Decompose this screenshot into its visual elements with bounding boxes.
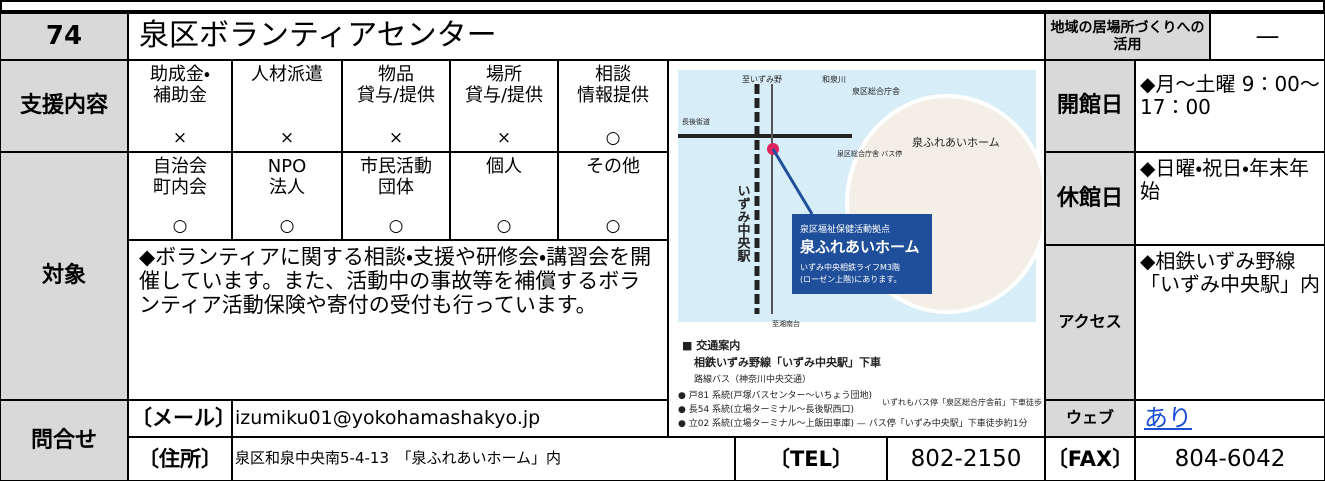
- item-mark: ○: [605, 216, 621, 237]
- map-label: 泉ふれあいホーム: [912, 135, 1000, 149]
- support-item: 助成金・ 補助金 ×: [128, 60, 232, 152]
- tel-label: 〔TEL〕: [735, 437, 887, 481]
- web-link[interactable]: あり: [1144, 403, 1192, 432]
- closed-value: ◆日曜・祝日・年末年始: [1135, 152, 1325, 245]
- item-mark: ×: [279, 128, 295, 149]
- callout: [791, 213, 932, 294]
- map-label: 泉区福祉保健活動拠点: [800, 223, 890, 235]
- usage-value: —: [1210, 10, 1325, 60]
- pointer: [771, 147, 813, 215]
- item-name: NPO 法人: [267, 156, 307, 198]
- item-name: 物品 貸与/提供: [356, 64, 436, 106]
- target-item: その他 ○: [558, 152, 668, 240]
- support-item: 物品 貸与/提供 ×: [342, 60, 450, 152]
- map-label: 和泉川: [822, 74, 846, 84]
- support-label: 支援内容: [0, 60, 128, 152]
- entry-number: 74: [0, 10, 128, 60]
- target-label: 対象: [0, 152, 128, 400]
- support-item: 相談 情報提供 ○: [558, 60, 668, 152]
- item-mark: ×: [388, 128, 404, 149]
- access-label: アクセス: [1045, 245, 1135, 400]
- support-item: 場所 貸与/提供 ×: [450, 60, 558, 152]
- map-label: いずみ中央相鉄ライフM3階: [800, 262, 900, 272]
- mail: izumiku01@yokohamashakyo.jp: [232, 400, 668, 437]
- web-label: ウェブ: [1045, 400, 1135, 437]
- target-item: 自治会 町内会 ○: [128, 152, 232, 240]
- map-label: 至いずみ野: [742, 74, 782, 84]
- map-label: 泉区総合庁舎: [852, 86, 900, 96]
- open-label: 開館日: [1045, 60, 1135, 152]
- item-mark: ×: [172, 128, 188, 149]
- contact-label: 問合せ: [0, 400, 128, 481]
- item-name: 人材派遣: [251, 64, 323, 85]
- map-frame: 至いずみ野 和泉川 泉区総合庁舎長後街道いずみ中央駅 泉区総合庁舎 バス停至湘南台 泉区…: [668, 60, 1045, 437]
- item-mark: ○: [172, 216, 188, 237]
- map-label: ● 長54 系統(立場ターミナル〜長後駅西口): [678, 403, 854, 415]
- map-label: 泉ふれあいホーム: [799, 238, 920, 256]
- item-mark: ○: [496, 216, 512, 237]
- item-mark: ○: [388, 216, 404, 237]
- map-label: 長後街道: [682, 117, 710, 126]
- map-label: ● 立02 系統(立場ターミナル〜上飯田車庫) — バス停「いずみ中央駅」下車徒…: [678, 417, 1028, 429]
- address: 泉区和泉中央南5-4-13 「泉ふれあいホーム」内: [232, 437, 735, 481]
- map-label: いずれもバス停「泉区総合庁舎前」下車徒歩約3分: [882, 397, 1042, 407]
- item-name: 場所 貸与/提供: [464, 64, 544, 106]
- open-value: ◆月〜土曜 9：00〜17：00: [1135, 60, 1325, 152]
- map-label: (ローゼン上階)にあります。: [800, 274, 901, 284]
- item-name: 自治会 町内会: [153, 156, 207, 198]
- item-name: 市民活動 団体: [360, 156, 432, 198]
- usage-label: 地域の居場所づくりへの活用: [1045, 10, 1210, 60]
- fax: 804-6042: [1135, 437, 1325, 481]
- map-label: 泉区総合庁舎 バス停: [837, 149, 902, 158]
- map-label: ■ 交通案内: [682, 338, 740, 352]
- item-mark: ×: [496, 128, 512, 149]
- target-item: 市民活動 団体 ○: [342, 152, 450, 240]
- fax-label: 〔FAX〕: [1045, 437, 1135, 481]
- access-value: ◆相鉄いずみ野線「いずみ中央駅」内: [1135, 245, 1325, 400]
- item-name: 個人: [486, 156, 522, 177]
- web-cell: あり: [1135, 400, 1325, 437]
- map-label: 路線バス（神奈川中央交通）: [694, 373, 811, 385]
- closed-label: 休館日: [1045, 152, 1135, 245]
- title: 泉区ボランティアセンター: [128, 10, 1045, 60]
- target-item: NPO 法人 ○: [232, 152, 342, 240]
- item-mark: ○: [605, 128, 621, 149]
- description: ◆ボランティアに関する相談・支援や研修会・講習会を開催しています。また、活動中の…: [128, 240, 668, 400]
- target-item: 個人 ○: [450, 152, 558, 240]
- map-label: いずみ中央駅: [734, 184, 751, 263]
- item-mark: ○: [279, 216, 295, 237]
- tel: 802-2150: [887, 437, 1045, 481]
- mail-label: 〔メール〕: [128, 400, 236, 437]
- item-name: その他: [586, 156, 640, 177]
- address-label: 〔住所〕: [128, 437, 232, 481]
- item-name: 助成金・ 補助金: [149, 64, 211, 106]
- item-name: 相談 情報提供: [577, 64, 649, 106]
- map-label: 相鉄いずみ野線「いずみ中央駅」下車: [694, 355, 881, 369]
- support-item: 人材派遣 ×: [232, 60, 342, 152]
- map-label: 至湘南台: [772, 319, 800, 328]
- map-label: ● 戸81 系統(戸塚バスセンター〜いちょう団地): [678, 389, 872, 401]
